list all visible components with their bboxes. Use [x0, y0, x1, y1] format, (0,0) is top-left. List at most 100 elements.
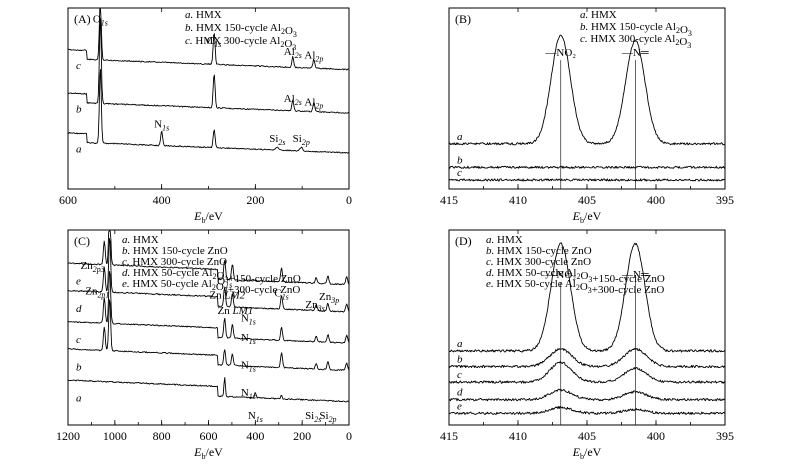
x-tick-label: 200 — [246, 193, 264, 207]
series-b-label: b — [457, 154, 463, 166]
x-tick-label: 1000 — [103, 429, 127, 443]
panel-label: (D) — [455, 234, 472, 248]
peak-annotation: Al2s — [284, 93, 302, 107]
series-d-trace — [67, 237, 350, 313]
peak-annotation: C1s — [274, 287, 288, 301]
peak-annotation: Si2s — [269, 133, 285, 147]
legend-entry: b. HMX 150-cycle Al2O3 — [580, 21, 692, 38]
peak-annotation: N1s — [241, 387, 256, 401]
series-d-label: d — [76, 303, 82, 315]
peak-annotation: Al2p — [304, 50, 323, 64]
series-a-label: a — [76, 143, 82, 155]
series-b-trace — [448, 165, 726, 169]
x-tick-label: 200 — [293, 429, 311, 443]
x-tick-label: 395 — [716, 193, 734, 207]
series-c-trace — [448, 178, 726, 182]
series-d-label: d — [457, 387, 463, 399]
x-tick-label: 1200 — [56, 429, 80, 443]
series-a-label: a — [457, 338, 463, 350]
peak-annotation: O1s — [93, 13, 108, 27]
series-c-trace — [67, 270, 350, 344]
x-tick-label: 415 — [440, 429, 458, 443]
peak-label: —N═ — [621, 269, 649, 281]
x-tick-label: 400 — [647, 429, 665, 443]
x-axis-label: Eb/eV — [193, 445, 223, 461]
series-c-label: c — [76, 60, 81, 72]
x-tick-label: 400 — [647, 193, 665, 207]
series-b-trace — [448, 347, 726, 369]
x-tick-label: 0 — [346, 193, 352, 207]
legend-entry: b. HMX 150-cycle Al2O3 — [185, 22, 297, 39]
series-a-trace — [67, 69, 350, 154]
peak-annotation: Zn LM1 — [218, 305, 254, 317]
legend-entry: b. HMX 150-cycle ZnO — [486, 245, 592, 257]
x-tick-label: 405 — [578, 193, 596, 207]
series-c-label: c — [76, 334, 81, 346]
legend-entry: b. HMX 150-cycle ZnO — [122, 245, 228, 257]
x-axis-label: Eb/eV — [193, 209, 223, 225]
peak-annotation: Zn3s — [305, 299, 324, 313]
series-b-label: b — [457, 354, 463, 366]
series-d-trace — [448, 388, 726, 402]
legend-entry: c. HMX 300-cycle Al2O3 — [185, 35, 296, 52]
legend-entry: a. HMX — [185, 9, 222, 21]
series-a-trace — [449, 34, 726, 146]
peak-annotation: Zn2p1 — [85, 285, 109, 299]
peak-annotation: Zn LM2 — [209, 289, 245, 301]
series-b-label: b — [76, 104, 82, 116]
legend-entry: c. HMX 300-cycle ZnO — [122, 256, 227, 268]
legend-entry: d. HMX 50-cycle Al2O3+150-cycle ZnO — [486, 267, 665, 285]
legend-entry: d. HMX 50-cycle Al2O3+150-cycle ZnO — [122, 267, 301, 285]
series-a-label: a — [76, 393, 82, 405]
peak-annotation: Zn3p — [319, 291, 339, 305]
series-c-trace — [67, 8, 350, 71]
x-axis-label: Eb/eV — [572, 209, 602, 225]
legend-entry: a. HMX — [580, 9, 617, 21]
peak-annotation: O1s — [217, 276, 232, 290]
peak-annotation: Al2s — [284, 46, 302, 60]
x-tick-label: 400 — [153, 193, 171, 207]
x-tick-label: 400 — [246, 429, 264, 443]
series-b-trace — [67, 299, 350, 371]
series-b-trace — [67, 18, 350, 114]
peak-label: —NO₂ — [544, 269, 576, 281]
panel-label: (C) — [74, 234, 90, 248]
peak-annotation: N1s — [241, 313, 256, 327]
peak-annotation: Si2p — [319, 410, 336, 424]
series-b-label: b — [76, 361, 82, 373]
panel-label: (B) — [455, 12, 471, 26]
series-e-trace — [448, 405, 726, 415]
series-a-trace — [67, 377, 350, 403]
series-e-trace — [67, 230, 350, 286]
legend-entry: e. HMX 50-cycle Al2O3+300-cycle ZnO — [122, 278, 300, 296]
legend-entry: c. HMX 300-cycle Al2O3 — [580, 33, 691, 50]
peak-annotation: Zn2p3 — [81, 260, 105, 274]
x-tick-label: 800 — [153, 429, 171, 443]
series-c-trace — [448, 361, 726, 384]
x-tick-label: 0 — [346, 429, 352, 443]
series-a-label: a — [457, 131, 463, 143]
series-e-label: e — [76, 276, 81, 288]
panel-label: (A) — [74, 12, 91, 26]
peak-annotation: Si2p — [293, 133, 310, 147]
peak-annotation: Al2p — [304, 97, 323, 111]
peak-annotation: N1s — [154, 118, 169, 132]
series-a-trace — [448, 242, 726, 353]
x-tick-label: 410 — [509, 193, 527, 207]
peak-annotation: N1s — [241, 332, 256, 346]
peak-annotation: C1s — [207, 35, 221, 49]
x-tick-label: 600 — [59, 193, 77, 207]
x-tick-label: 415 — [440, 193, 458, 207]
legend-entry: a. HMX — [486, 234, 523, 246]
peak-label: —N═ — [621, 47, 649, 59]
peak-annotation: Si2s — [305, 410, 321, 424]
peak-label: —NO₂ — [544, 47, 576, 59]
peak-annotation: N1s — [248, 410, 263, 424]
series-c-label: c — [457, 369, 462, 381]
peak-annotation: N1s — [241, 359, 256, 373]
